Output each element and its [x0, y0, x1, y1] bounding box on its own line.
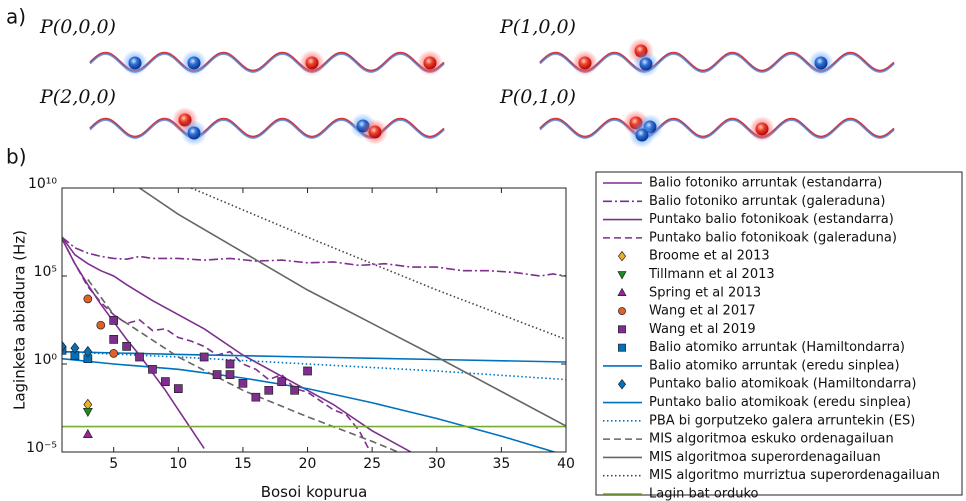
legend-label: MIS algoritmo murriztua superordenagailu… [649, 468, 940, 483]
series-line [62, 238, 205, 449]
x-tick-label: 25 [363, 456, 381, 472]
data-point [303, 366, 312, 376]
data-point [148, 364, 157, 374]
legend-marker [617, 378, 627, 390]
data-point [238, 378, 248, 388]
series-line [190, 188, 566, 341]
legend-marker [618, 307, 626, 316]
legend-marker [618, 343, 626, 352]
axes-frame [61, 187, 567, 453]
panel-label: P(1,0,0) [499, 16, 576, 38]
legend-label: Balio fotoniko arruntak (estandarra) [649, 176, 882, 191]
atom [814, 56, 828, 70]
series-line [87, 279, 399, 452]
atom [368, 125, 382, 139]
x-tick-label: 20 [299, 456, 317, 472]
data-point [264, 385, 274, 395]
data-point [212, 370, 222, 379]
atom [635, 128, 649, 142]
data-point [109, 349, 119, 358]
y-tick-label: 10⁻⁵ [26, 440, 57, 456]
plot-area [62, 188, 566, 452]
data-point [277, 377, 287, 386]
data-point [135, 352, 144, 362]
legend-marker [617, 271, 627, 280]
panel-label: P(2,0,0) [39, 86, 116, 108]
x-tick-label: 15 [234, 456, 252, 472]
legend-label: Balio fotoniko arruntak (galeraduna) [649, 194, 885, 209]
atom [128, 56, 142, 70]
atom [423, 56, 437, 70]
legend-marker [617, 287, 627, 296]
panel-label: P(0,1,0) [499, 86, 576, 108]
data-point [290, 385, 299, 395]
x-tick-label: 35 [492, 456, 510, 472]
data-point [62, 340, 67, 353]
legend-label: Wang et al 2019 [649, 322, 756, 337]
panel-b-label: b) [6, 145, 27, 169]
legend-label: Broome et al 2013 [649, 249, 770, 264]
atom [305, 56, 319, 70]
legend-marker [617, 250, 627, 262]
series-line [62, 236, 566, 277]
data-point [225, 370, 235, 379]
data-point [96, 320, 106, 330]
data-point [82, 428, 93, 438]
lattice-wave [539, 118, 895, 139]
data-point [251, 392, 261, 402]
y-tick-label: 10⁵ [34, 264, 57, 280]
legend-box [595, 171, 963, 496]
legend-label: Puntako balio fotonikoak (galeraduna) [649, 230, 897, 245]
x-tick-label: 40 [557, 456, 575, 472]
data-point [83, 345, 93, 358]
y-tick-label: 10¹⁰ [28, 176, 57, 192]
atom [755, 122, 769, 136]
data-point [82, 407, 93, 418]
x-tick-label: 30 [428, 456, 446, 472]
legend-label: Lagin bat orduko [649, 487, 759, 501]
x-tick-label: 10 [169, 456, 187, 472]
panel-a-label: a) [6, 5, 26, 29]
data-point [173, 384, 183, 393]
data-point [161, 377, 170, 386]
series-line [139, 188, 566, 427]
series-line [62, 357, 558, 452]
atom [578, 56, 592, 70]
legend-label: Tillmann et al 2013 [648, 267, 775, 282]
legend-label: Wang et al 2017 [649, 304, 756, 319]
data-point [225, 359, 235, 369]
y-tick-label: 10⁰ [34, 352, 58, 368]
data-point [199, 352, 209, 362]
panel-label: P(0,0,0) [39, 16, 116, 38]
legend-marker [618, 325, 626, 334]
legend-label: Spring et al 2013 [649, 285, 761, 300]
atom [639, 57, 653, 71]
legend-label: PBA bi gorputzeko galera arruntekin (ES) [649, 413, 915, 428]
y-axis-label: Laginketa abiadura (Hz) [11, 230, 29, 410]
series-line [62, 238, 372, 452]
data-point [122, 342, 131, 351]
legend-label: Balio atomiko arruntak (eredu sinplea) [649, 358, 900, 373]
legend-label: Puntako balio atomikoak (Hamiltondarra) [649, 377, 916, 392]
lattice-wave [89, 52, 445, 73]
data-point [109, 335, 119, 344]
legend-label: Puntako balio fotonikoak (estandarra) [649, 212, 894, 227]
legend-label: MIS algoritmoa superordenagailuan [649, 450, 881, 465]
legend-label: MIS algoritmoa eskuko ordenagailuan [649, 432, 894, 447]
x-tick-label: 5 [109, 456, 118, 472]
data-point [70, 342, 80, 354]
data-point [109, 316, 119, 325]
atom [187, 126, 201, 140]
atom [187, 56, 201, 70]
legend-label: Balio atomiko arruntak (Hamiltondarra) [649, 340, 905, 355]
legend-label: Puntako balio atomikoak (eredu sinplea) [649, 395, 911, 410]
series-line [62, 236, 413, 452]
lattice-wave [539, 52, 895, 73]
data-point [83, 294, 93, 304]
x-axis-label: Bosoi kopurua [261, 483, 368, 501]
